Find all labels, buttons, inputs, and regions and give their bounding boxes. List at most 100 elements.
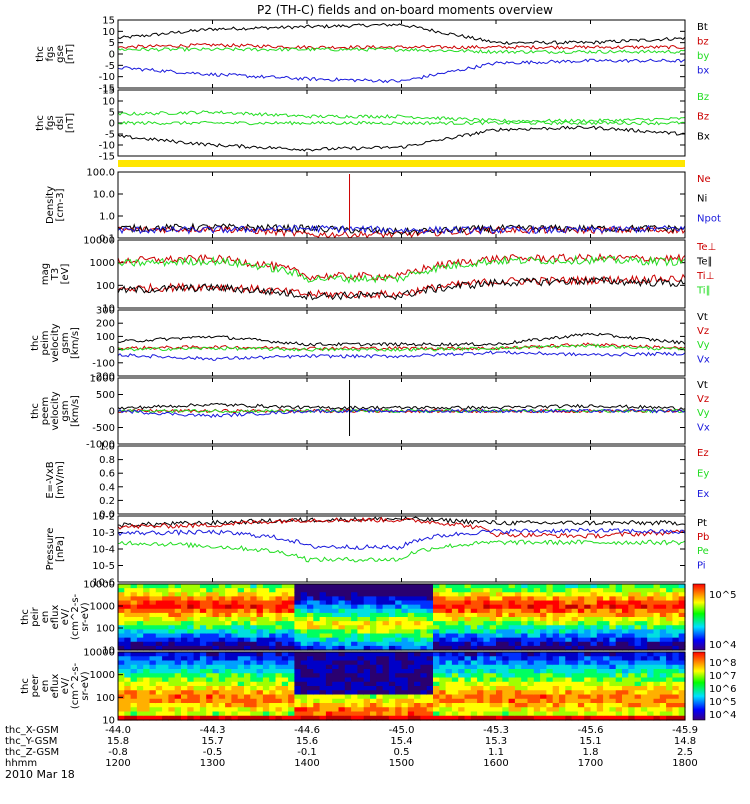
y-tick-label: 0 <box>109 50 115 61</box>
y-tick-label: 5 <box>109 108 115 119</box>
y-tick-label: -5 <box>105 130 115 141</box>
flag-bar <box>118 160 685 167</box>
colorbar-label: 10^8 <box>709 658 736 669</box>
legend-entry: Ti⊥ <box>696 271 714 282</box>
y-tick-label: 0.4 <box>99 482 115 493</box>
y-tick-label: -1000 <box>86 440 115 451</box>
colorbar-label: 10^5 <box>709 590 736 601</box>
y-tick-label: 10-5 <box>92 561 115 572</box>
legend-entry: Vx <box>697 354 710 365</box>
y-tick-label: 10-2 <box>92 512 115 523</box>
legend-entry: Ne <box>697 174 711 185</box>
legend-entry: bz <box>697 37 709 48</box>
spectrogram <box>118 652 686 721</box>
legend-entry: Pt <box>697 518 707 529</box>
panel-frame <box>117 309 686 377</box>
y-axis-label: [km/s] <box>70 395 81 427</box>
legend-entry: Bz <box>697 112 709 123</box>
series-line <box>118 527 685 551</box>
y-tick-label: 0.1 <box>99 234 115 245</box>
y-tick-label: 0 <box>109 119 115 130</box>
y-tick-label: 10 <box>102 646 115 657</box>
x-axis-value: 2.5 <box>677 747 693 758</box>
y-axis-label: peir <box>30 606 41 626</box>
y-axis-label: gsm <box>60 400 71 421</box>
y-tick-label: -500 <box>92 423 115 434</box>
y-axis-label: sr-eV) <box>80 671 91 700</box>
panel-frame <box>117 171 686 239</box>
series-line <box>118 516 685 529</box>
y-axis-label: peer <box>30 674 41 698</box>
panel-frame <box>117 19 686 89</box>
legend-entry: Pi <box>697 560 706 571</box>
colorbar-label: 10^4 <box>709 640 736 651</box>
y-axis-label: peem <box>40 397 51 425</box>
panel-pressure: 10-2 10-3 10-4 10-5 10-6 Pressure [nPa] Pt Pb Pe P… <box>45 512 709 589</box>
y-tick-label: -10 <box>99 72 115 83</box>
x-axis-value: 15.1 <box>579 736 601 747</box>
y-tick-label: 1.0 <box>99 442 115 453</box>
panel-temperature: 10000 1000 100 10 mag T3 [eV] Te⊥ Te∥ Ti⊥ Ti∥ <box>40 236 716 315</box>
series-line <box>118 58 685 84</box>
series-line <box>118 252 685 282</box>
y-tick-label: 0 <box>109 345 115 356</box>
plot-title: P2 (TH-C) fields and on-board moments ov… <box>257 3 553 17</box>
x-axis-value: -44.0 <box>105 725 131 736</box>
x-axis-value: 1800 <box>672 758 697 769</box>
y-axis-label: sr-eV) <box>80 602 91 631</box>
colorbar <box>692 583 706 651</box>
y-axis-label: en <box>40 611 51 624</box>
panel-frame <box>117 239 686 309</box>
series-line <box>118 342 685 351</box>
x-axis-value: -45.9 <box>672 725 698 736</box>
y-tick-label: 1.0 <box>99 212 115 223</box>
y-tick-label: 10 <box>102 97 115 108</box>
legend-entry: Te⊥ <box>696 242 716 253</box>
x-axis-value: -45.3 <box>483 725 509 736</box>
y-tick-label: -10 <box>99 141 115 152</box>
panel-density: 100.0 10.0 1.0 0.1 Density [cm-3] Ne Ni Npot <box>45 168 721 245</box>
y-tick-label: 500 <box>96 390 115 401</box>
panel-frame <box>117 651 686 721</box>
legend-entry: Pb <box>697 532 709 543</box>
y-tick-label: 100 <box>96 281 115 292</box>
y-tick-label: -15 <box>99 152 115 163</box>
x-axis-value: 15.7 <box>201 736 223 747</box>
y-axis-label: peim <box>40 330 51 355</box>
x-axis-value: 14.8 <box>674 736 696 747</box>
x-axis-value: 1300 <box>200 758 225 769</box>
series-line <box>118 42 685 50</box>
y-axis-label: thc <box>30 403 41 419</box>
legend-entry: Ex <box>697 489 709 500</box>
y-axis-label: eV/ <box>60 608 71 625</box>
y-tick-label: 200 <box>96 319 115 330</box>
y-tick-label: -5 <box>105 61 115 72</box>
date-label: 2010 Mar 18 <box>5 768 75 781</box>
y-axis-label: [nT] <box>65 113 76 133</box>
x-axis-value: -45.6 <box>578 725 604 736</box>
x-axis-value: 15.3 <box>485 736 507 747</box>
legend-entry: Vt <box>697 380 708 391</box>
legend-entry: Vy <box>697 340 710 351</box>
x-axis-row-label: thc_Y-GSM <box>5 736 57 747</box>
y-tick-label: 10000 <box>83 648 115 659</box>
y-axis-label: thc <box>35 46 46 62</box>
y-axis-label: eflux <box>50 674 61 699</box>
y-axis-label: thc <box>30 335 41 351</box>
y-tick-label: 0.2 <box>99 496 115 507</box>
legend-entry: Pe <box>697 546 709 557</box>
y-tick-label: 0.0 <box>99 510 115 521</box>
legend-entry: Npot <box>697 213 721 224</box>
series-line <box>118 110 685 124</box>
colorbar <box>692 651 706 721</box>
y-axis-label: T3 <box>50 268 61 281</box>
y-axis-label: dsl <box>55 116 66 130</box>
y-axis-label: thc <box>20 609 31 625</box>
y-axis-label: eflux <box>50 605 61 630</box>
y-axis-label: gse <box>55 45 66 63</box>
y-tick-label: 100 <box>96 624 115 635</box>
y-tick-label: 10000 <box>83 580 115 591</box>
x-axis-value: 1600 <box>483 758 508 769</box>
panel-e-vxb: 1.0 0.8 0.6 0.4 0.2 0.0 E=-VxB [mV/m] Ez Ey Ex <box>45 442 709 521</box>
